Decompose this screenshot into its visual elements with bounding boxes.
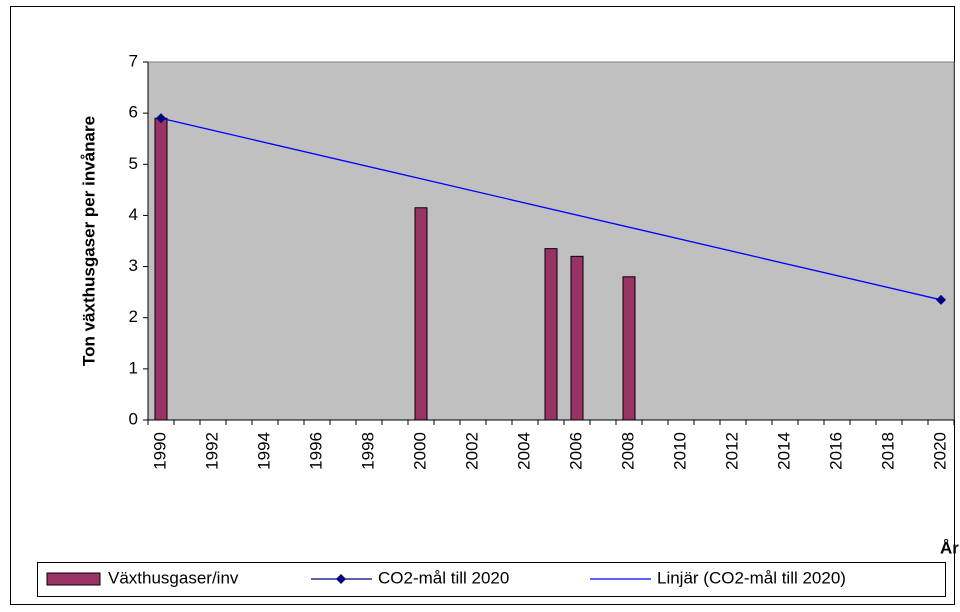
x-tick-label: 2002: [462, 432, 481, 470]
x-axis-title: År: [940, 538, 959, 557]
legend-label: CO2-mål till 2020: [378, 568, 509, 587]
legend-label: Växthusgaser/inv: [108, 568, 239, 587]
y-tick-label: 7: [129, 51, 138, 70]
y-tick-label: 6: [129, 103, 138, 122]
x-tick-label: 1990: [150, 432, 169, 470]
x-tick-label: 2018: [878, 432, 897, 470]
y-tick-label: 4: [129, 205, 138, 224]
x-tick-label: 2000: [410, 432, 429, 470]
y-tick-label: 3: [129, 256, 138, 275]
bar: [154, 117, 168, 421]
y-tick-label: 2: [129, 307, 138, 326]
bar: [544, 248, 558, 421]
y-axis-title: Ton växthusgaser per invånare: [79, 116, 98, 366]
y-tick-label: 0: [129, 409, 138, 428]
x-tick-label: 2016: [826, 432, 845, 470]
trendline: [160, 117, 942, 301]
bar: [570, 255, 584, 421]
legend-swatch: [46, 572, 101, 586]
plot-background: [147, 61, 955, 421]
x-tick-label: 2014: [774, 432, 793, 470]
x-tick-label: 1998: [358, 432, 377, 470]
x-tick-label: 2008: [618, 432, 637, 470]
x-tick-label: 2012: [722, 432, 741, 470]
y-tick-label: 5: [129, 154, 138, 173]
x-tick-label: 1996: [306, 432, 325, 470]
legend-marker: [336, 574, 346, 584]
legend-label: Linjär (CO2-mål till 2020): [657, 568, 846, 587]
bar: [622, 276, 636, 421]
x-tick-label: 2006: [566, 432, 585, 470]
x-tick-label: 1994: [254, 432, 273, 470]
marker: [156, 113, 166, 124]
y-tick-label: 1: [129, 358, 138, 377]
legend: [37, 562, 946, 597]
marker: [936, 294, 946, 305]
x-tick-label: 2020: [930, 432, 949, 470]
x-tick-label: 2004: [514, 432, 533, 470]
x-tick-label: 2010: [670, 432, 689, 470]
x-tick-label: 1992: [202, 432, 221, 470]
bar: [414, 207, 428, 421]
